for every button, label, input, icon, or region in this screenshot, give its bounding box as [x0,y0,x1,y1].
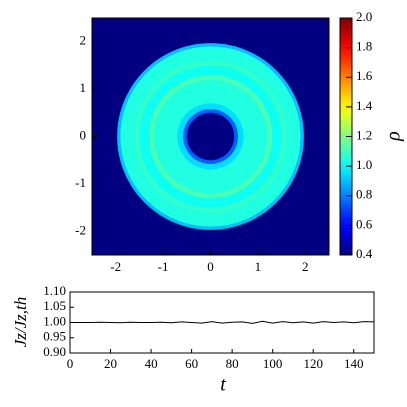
x-axis-label: t [220,374,226,396]
y-tick-label: 1.10 [43,283,66,298]
x-tick-label: 40 [145,356,158,371]
y-tick-label: 0 [80,127,87,142]
x-tick-label: 1 [255,259,262,274]
y-tick-label: -1 [75,175,86,190]
x-tick-label: 2 [302,259,309,274]
density-ring [186,112,235,161]
x-tick-label: 120 [303,356,323,371]
data-line [70,320,374,324]
colorbar-tick-label: 1.4 [356,98,373,113]
heatmap-area [92,18,329,255]
y-tick-label: 0.90 [43,344,66,359]
colorbar-tick-label: 1.0 [356,157,372,172]
y-axis-label: Jz/Jz,th [11,297,30,348]
colorbar-tick-label: 0.4 [356,246,373,261]
x-tick-label: -1 [158,259,169,274]
y-tick-label: -2 [75,222,86,237]
x-tick-label: 100 [263,356,283,371]
x-tick-label: 20 [104,356,117,371]
x-tick-label: 60 [185,356,198,371]
y-tick-label: 1 [80,80,87,95]
x-tick-label: 80 [226,356,239,371]
y-tick-label: 0.95 [43,329,66,344]
colorbar-tick-label: 0.8 [356,187,372,202]
colorbar-tick-label: 0.6 [356,216,373,231]
colorbar-tick-label: 1.6 [356,68,373,83]
y-tick-label: 1.00 [43,313,66,328]
x-tick-label: 0 [67,356,74,371]
colorbar-tick-label: 2.0 [356,9,372,24]
line-area [70,320,374,324]
x-tick-label: 140 [344,356,364,371]
x-tick-label: 0 [207,259,214,274]
colorbar-tick-label: 1.8 [356,39,372,54]
colorbar-label: ρ [383,131,405,142]
y-tick-label: 1.05 [43,298,66,313]
x-tick-label: -2 [110,259,121,274]
colorbar-tick-label: 1.2 [356,127,372,142]
y-tick-label: 2 [80,33,87,48]
